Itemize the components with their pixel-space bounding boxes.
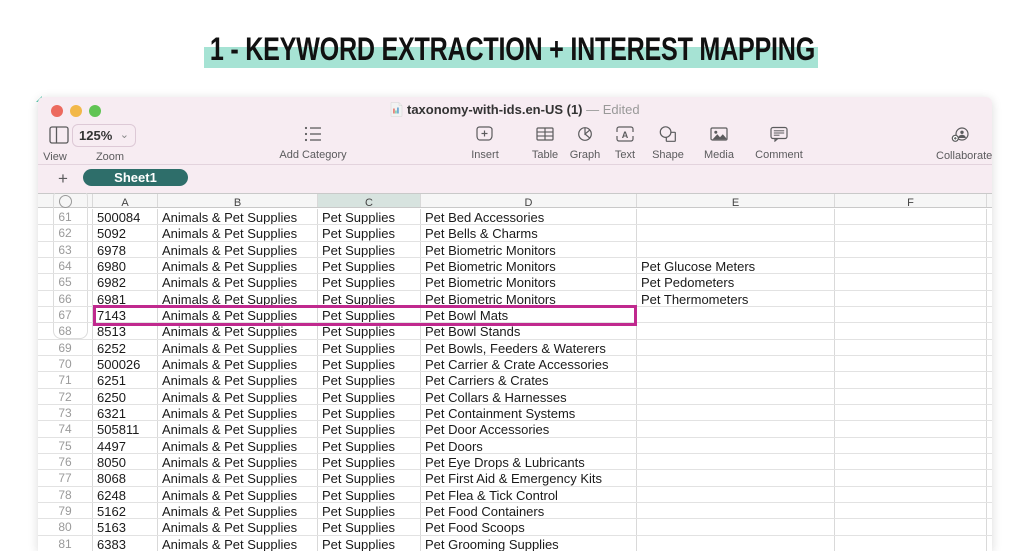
svg-text:A: A bbox=[622, 130, 629, 140]
